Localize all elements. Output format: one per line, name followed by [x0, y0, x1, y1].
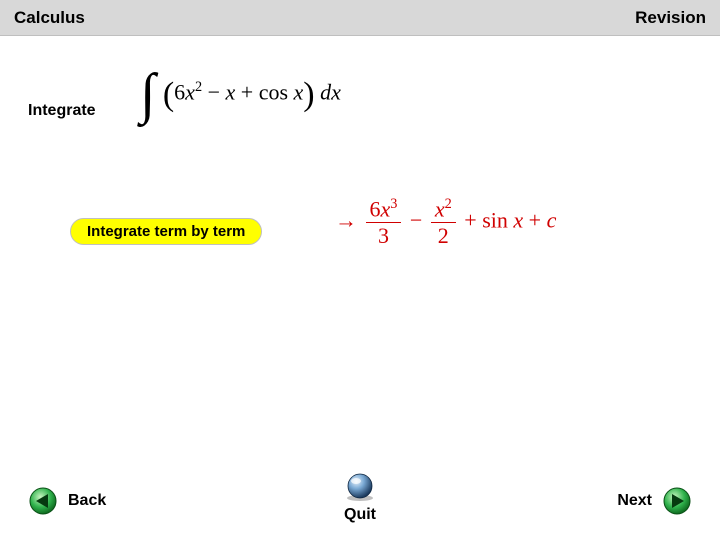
var-x2: x: [226, 79, 236, 104]
back-arrow-icon: [28, 486, 58, 516]
back-label: Back: [68, 492, 106, 510]
integrate-label: Integrate: [28, 102, 96, 120]
dx: dx: [315, 79, 341, 104]
step-hint: Integrate term by term: [70, 218, 262, 245]
next-button[interactable]: Next: [617, 486, 692, 516]
const-c: c: [547, 208, 557, 233]
f2-pow: 2: [445, 196, 452, 212]
integral-expression: ∫ (6x2 − x + cos x) dx: [140, 72, 341, 117]
cos-fn: cos: [259, 79, 288, 104]
quit-sphere-icon: [342, 472, 378, 502]
f1-den: 3: [366, 222, 402, 249]
coef: 6: [174, 79, 185, 104]
f1-x: x: [381, 196, 391, 221]
var-x1: x: [185, 79, 195, 104]
next-arrow-icon: [662, 486, 692, 516]
plus: +: [235, 79, 258, 104]
lparen: (: [163, 81, 174, 108]
r-minus: −: [404, 208, 427, 233]
rparen: ): [303, 81, 314, 108]
page-title: Calculus: [14, 8, 85, 28]
frac-1: 6x3 3: [366, 196, 402, 249]
f1-coef: 6: [370, 196, 381, 221]
minus: −: [202, 79, 225, 104]
result-expression: → 6x33 − x22 + sin x + c: [335, 196, 556, 249]
f1-pow: 3: [390, 196, 397, 212]
integral-sign-icon: ∫: [140, 72, 155, 117]
quit-button[interactable]: Quit: [342, 472, 378, 524]
f2-den: 2: [431, 222, 456, 249]
r-plus2: +: [523, 208, 546, 233]
next-label: Next: [617, 492, 652, 510]
arrow-icon: →: [335, 208, 363, 233]
header-bar: Calculus Revision: [0, 0, 720, 36]
back-button[interactable]: Back: [28, 486, 106, 516]
f2-x: x: [435, 196, 445, 221]
sin-fn: sin: [482, 208, 508, 233]
sin-arg: x: [508, 208, 523, 233]
cos-arg: x: [288, 79, 303, 104]
quit-label: Quit: [344, 506, 376, 524]
page-subtitle: Revision: [635, 8, 706, 28]
r-plus1: +: [459, 208, 482, 233]
frac-2: x2 2: [431, 196, 456, 249]
